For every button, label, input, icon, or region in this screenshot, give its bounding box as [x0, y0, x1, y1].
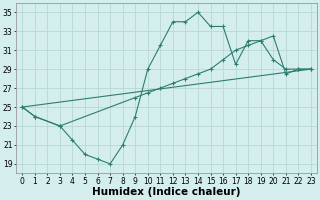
X-axis label: Humidex (Indice chaleur): Humidex (Indice chaleur) — [92, 187, 241, 197]
